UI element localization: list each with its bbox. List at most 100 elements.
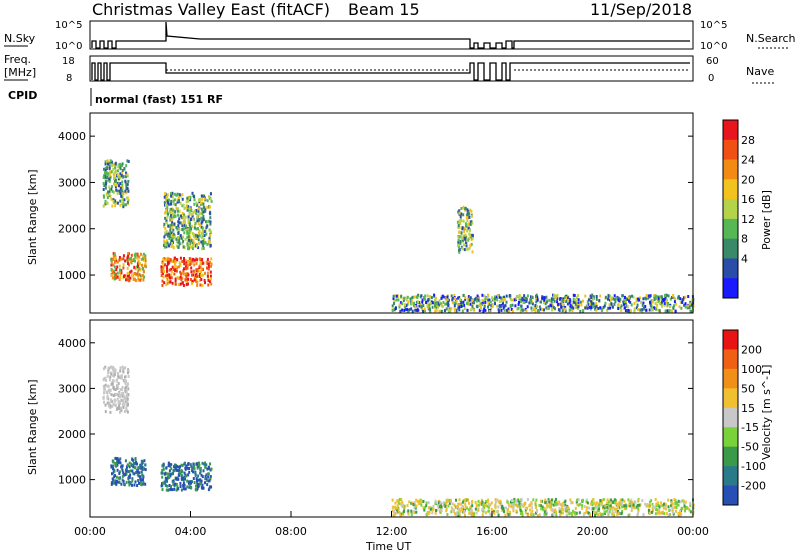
power-cell	[169, 218, 172, 222]
velocity-cell	[564, 504, 567, 507]
velocity-cell	[555, 500, 558, 504]
velocity-cell	[415, 510, 418, 514]
velocity-cell	[136, 469, 139, 473]
velocity-cell	[532, 498, 535, 502]
power-cell	[430, 300, 433, 304]
velocity-cell	[122, 379, 125, 382]
velocity-cell	[179, 472, 182, 475]
velocity-cell	[520, 512, 522, 516]
power-cell	[677, 296, 680, 300]
power-cell	[166, 274, 169, 278]
power-cell	[586, 300, 589, 304]
power-cell	[185, 280, 188, 284]
power-cell	[117, 165, 120, 169]
power-cell	[170, 207, 173, 211]
power-cell	[467, 297, 470, 301]
velocity-cell	[676, 503, 679, 507]
power-cell	[500, 296, 503, 300]
power-cell	[170, 273, 173, 277]
velocity-cell	[592, 507, 595, 511]
velocity-cell	[410, 511, 413, 515]
nsky-label: N.Sky	[4, 32, 36, 45]
power-cell	[406, 302, 409, 306]
power-cell	[107, 162, 109, 166]
velocity-cell	[116, 397, 119, 401]
power-cell	[170, 268, 173, 271]
velocity-colorbar-tick: -50	[741, 441, 759, 454]
power-cell	[175, 206, 178, 210]
power-cell	[119, 191, 122, 195]
velocity-cell	[527, 513, 530, 517]
power-cell	[560, 305, 563, 309]
power-cell	[209, 280, 212, 284]
power-cell	[106, 176, 109, 179]
power-cell	[209, 197, 212, 201]
power-cell	[209, 260, 211, 264]
velocity-cell	[183, 483, 186, 487]
velocity-cell	[468, 501, 471, 505]
power-cell	[653, 298, 656, 302]
power-cell	[210, 257, 213, 261]
power-cell	[579, 300, 582, 304]
velocity-cell	[108, 402, 111, 406]
velocity-cell	[627, 504, 630, 508]
velocity-cell	[471, 513, 474, 517]
power-cell	[166, 193, 169, 197]
power-cell	[193, 226, 196, 230]
power-cell	[541, 295, 544, 299]
velocity-cell	[396, 504, 399, 508]
power-cell	[613, 297, 616, 301]
velocity-cell	[464, 502, 467, 506]
power-cell	[195, 279, 198, 283]
velocity-cell	[116, 406, 119, 410]
velocity-cell	[572, 509, 574, 513]
power-cell	[193, 276, 196, 280]
power-cell	[667, 294, 670, 298]
velocity-cell	[414, 506, 417, 510]
power-cell	[424, 294, 427, 298]
power-cell	[446, 298, 449, 301]
power-cell	[181, 216, 184, 220]
power-cell	[494, 297, 496, 300]
power-cell	[118, 189, 121, 193]
power-cell	[137, 269, 140, 273]
power-cell	[113, 162, 116, 166]
velocity-cell	[451, 507, 454, 511]
power-cell	[110, 259, 113, 263]
power-cell	[464, 222, 467, 226]
power-cell	[562, 303, 565, 307]
power-cell	[458, 250, 461, 254]
velocity-cell	[648, 504, 651, 508]
velocity-cell	[108, 378, 111, 382]
velocity-cell	[654, 498, 657, 501]
power-cell	[665, 293, 668, 297]
power-cell	[658, 301, 661, 305]
power-cell	[112, 198, 115, 202]
velocity-cell	[172, 472, 174, 476]
velocity-cell	[110, 398, 112, 402]
power-cell	[501, 301, 504, 305]
power-cell	[193, 278, 196, 282]
power-cell	[201, 226, 204, 230]
power-cell	[169, 211, 171, 215]
power-cell	[500, 308, 503, 312]
velocity-cell	[132, 471, 135, 475]
power-cell	[130, 253, 133, 257]
power-cell	[595, 295, 598, 298]
power-cell	[187, 205, 190, 209]
velocity-cell	[635, 505, 638, 509]
power-cell	[122, 257, 125, 261]
power-cell	[116, 275, 119, 279]
power-cell	[567, 296, 569, 300]
velocity-cell	[139, 481, 142, 485]
velocity-cell	[620, 502, 623, 506]
velocity-cell	[400, 503, 403, 507]
velocity-cell	[524, 501, 526, 505]
power-cell	[192, 239, 195, 243]
power-cell	[137, 265, 139, 269]
power-cell	[393, 308, 396, 312]
power-cell	[681, 300, 684, 304]
velocity-cell	[509, 510, 512, 514]
power-cell	[391, 309, 394, 312]
power-cell	[165, 239, 168, 243]
